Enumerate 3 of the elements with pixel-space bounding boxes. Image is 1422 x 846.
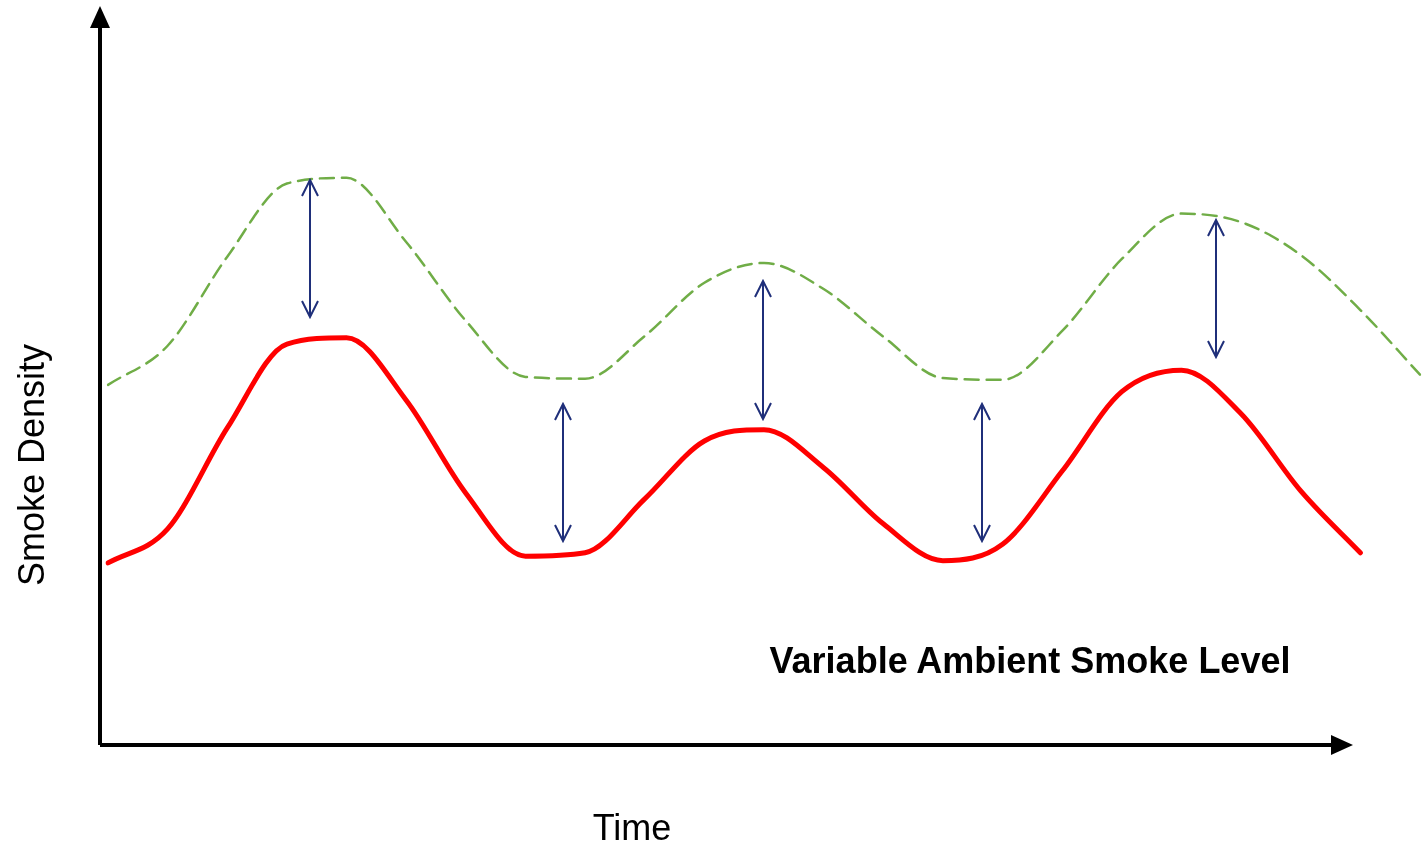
- x-axis-title: Time: [592, 807, 672, 846]
- annotation: Variable Ambient Smoke Level: [769, 640, 1291, 682]
- y-axis-title: Smoke Density: [11, 343, 53, 587]
